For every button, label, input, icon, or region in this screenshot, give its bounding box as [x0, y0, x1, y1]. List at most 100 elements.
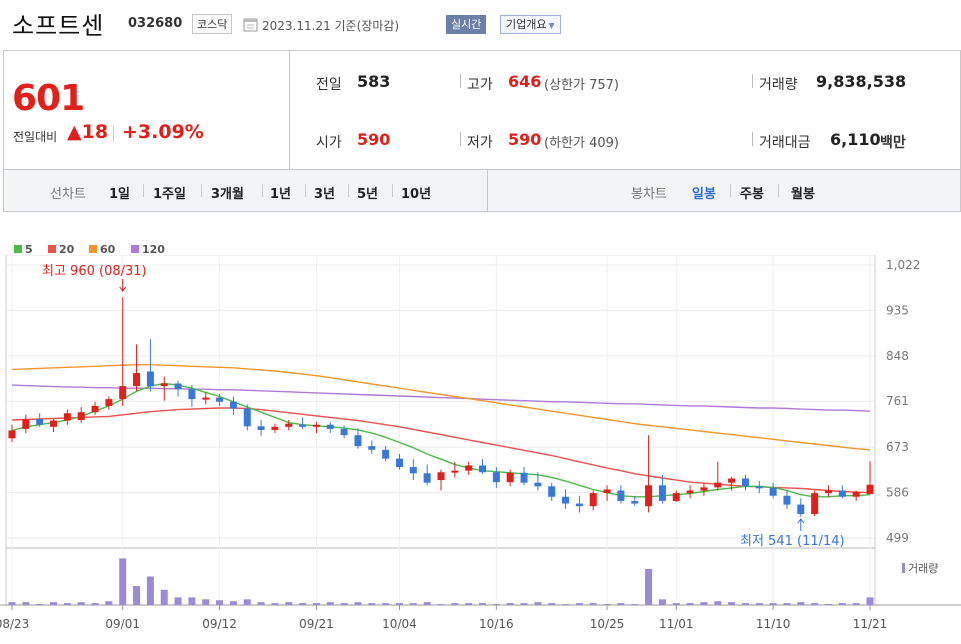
volume-bar — [8, 602, 16, 605]
y-tick-label: 1,022 — [886, 258, 920, 272]
volume-bar — [174, 597, 182, 605]
candle-body — [783, 495, 791, 505]
volume-bar — [617, 603, 625, 605]
divider — [752, 74, 753, 88]
candle-body — [133, 373, 141, 387]
volume-bar — [700, 602, 708, 605]
candle-body — [520, 472, 528, 483]
candle-monthly[interactable]: 월봉 — [791, 187, 815, 202]
period-1d[interactable]: 1일 — [109, 187, 131, 202]
candle-body — [271, 426, 279, 430]
volume-bar — [797, 602, 805, 605]
volume-bar — [603, 604, 611, 605]
x-tick-label: 09/21 — [299, 617, 334, 631]
period-10y[interactable]: 10년 — [401, 187, 432, 202]
low-label: 저가 — [467, 135, 493, 151]
volume-bar — [257, 602, 265, 605]
chevron-down-icon: ▼ — [548, 21, 555, 30]
candle-body — [548, 486, 556, 497]
candle-body — [562, 496, 570, 504]
candle-body — [741, 478, 749, 487]
volume-bar — [589, 603, 597, 605]
candle-body — [617, 490, 625, 501]
candle-body — [409, 467, 417, 474]
volume-bar — [91, 603, 99, 605]
legend-ma60: 60 — [100, 243, 116, 256]
divider — [752, 132, 753, 146]
period-1w[interactable]: 1주일 — [153, 187, 186, 202]
stock-code: 032680 — [128, 16, 183, 31]
volume-bar — [202, 599, 210, 605]
x-tick-label: 11/10 — [756, 617, 791, 631]
candle-body — [50, 420, 58, 427]
amount-unit: 백만 — [880, 135, 906, 151]
volume-bar — [769, 603, 777, 605]
lower-limit: (하한가 409) — [544, 136, 619, 151]
volume-bar — [492, 604, 500, 605]
current-price: 601 — [12, 78, 85, 119]
volume-bar — [451, 603, 459, 605]
ma20-line — [11, 407, 871, 494]
volume-bar — [36, 604, 44, 605]
candle-chart-label: 봉차트 — [631, 187, 667, 202]
candle-body — [285, 423, 293, 427]
high-arrow-icon — [119, 279, 127, 292]
candle-daily[interactable]: 일봉 — [692, 187, 716, 202]
legend-ma120-swatch — [131, 245, 139, 253]
candle-body — [63, 413, 71, 421]
y-tick-label: 761 — [886, 394, 909, 408]
candle-body — [36, 418, 44, 425]
volume-legend-label: 거래량 — [908, 562, 938, 575]
candle-body — [769, 487, 777, 496]
x-tick-label: 09/01 — [105, 617, 140, 631]
volume-bar — [243, 599, 251, 605]
volume-bar — [437, 604, 445, 605]
divider — [460, 132, 461, 146]
volume-bar — [105, 601, 113, 605]
volume-bar — [63, 603, 71, 605]
volume-bar — [575, 603, 583, 605]
candle-body — [216, 397, 224, 402]
period-3y[interactable]: 3년 — [314, 187, 336, 202]
volume-bar — [520, 603, 528, 605]
legend-ma5: 5 — [25, 243, 33, 256]
candle-body — [755, 486, 763, 489]
candle-weekly[interactable]: 주봉 — [740, 187, 764, 202]
ma120-line — [11, 384, 871, 412]
volume-bar — [741, 603, 749, 605]
volume-bar — [562, 604, 570, 605]
volume-bar — [728, 602, 736, 605]
divider — [392, 184, 393, 197]
candle-body — [811, 493, 819, 514]
divider — [730, 184, 731, 197]
amount-value: 6,110 — [830, 130, 881, 149]
candle-body — [354, 435, 362, 447]
volume-bar — [409, 603, 417, 605]
volume-bar — [672, 603, 680, 605]
candle-body — [603, 489, 611, 494]
volume-bar — [133, 586, 141, 605]
volume-bar — [229, 601, 237, 605]
divider — [348, 184, 349, 197]
volume-bar — [160, 589, 168, 605]
realtime-button[interactable]: 실시간 — [446, 15, 487, 34]
volume-bar — [852, 603, 860, 605]
volume-bar — [423, 602, 431, 605]
candle-body — [534, 482, 542, 487]
company-info-dropdown[interactable]: 기업개요 ▼ — [500, 15, 561, 34]
candle-body — [824, 490, 832, 494]
candle-body — [395, 458, 403, 468]
candle-body — [645, 485, 653, 507]
volume-bar — [534, 602, 542, 605]
candle-body — [340, 428, 348, 436]
volume-bar — [312, 603, 320, 605]
period-1y[interactable]: 1년 — [270, 187, 292, 202]
candle-body — [146, 371, 154, 387]
period-3m[interactable]: 3개월 — [211, 187, 244, 202]
candle-body — [575, 503, 583, 507]
low-value: 590 — [508, 130, 542, 149]
volume-bar — [216, 600, 224, 605]
y-tick-label: 673 — [886, 440, 909, 454]
ma5-line — [11, 382, 871, 498]
period-5y[interactable]: 5년 — [357, 187, 379, 202]
